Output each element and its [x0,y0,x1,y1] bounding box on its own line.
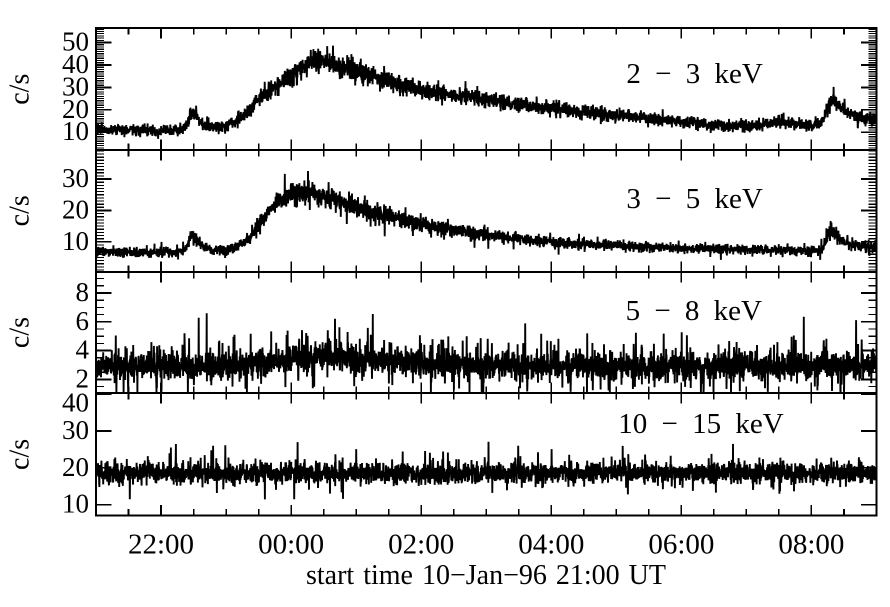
svg-text:3 − 5 keV: 3 − 5 keV [626,183,762,215]
svg-text:00:00: 00:00 [258,528,324,560]
svg-text:10: 10 [62,489,89,519]
svg-text:4: 4 [76,335,90,365]
svg-text:start time 10−Jan−96 21:00 UT: start time 10−Jan−96 21:00 UT [306,560,666,591]
svg-text:20: 20 [62,195,89,225]
svg-text:2 − 3 keV: 2 − 3 keV [626,58,762,90]
svg-text:22:00: 22:00 [128,528,194,560]
svg-text:6: 6 [76,306,90,336]
svg-text:30: 30 [62,71,89,101]
svg-text:c/s: c/s [5,439,36,470]
svg-text:5 − 8 keV: 5 − 8 keV [626,295,762,327]
svg-text:06:00: 06:00 [648,528,714,560]
svg-text:2: 2 [76,363,90,393]
svg-text:c/s: c/s [5,317,36,348]
svg-text:40: 40 [62,388,89,418]
svg-text:c/s: c/s [5,74,36,105]
svg-text:20: 20 [62,452,89,482]
svg-text:8: 8 [76,277,90,307]
svg-text:10 − 15 keV: 10 − 15 keV [618,408,783,440]
svg-text:c/s: c/s [5,195,36,226]
svg-text:04:00: 04:00 [518,528,584,560]
svg-text:50: 50 [62,27,89,57]
svg-text:40: 40 [62,49,89,79]
svg-text:02:00: 02:00 [388,528,454,560]
svg-text:08:00: 08:00 [778,528,844,560]
svg-text:20: 20 [62,94,89,124]
svg-text:30: 30 [62,415,89,445]
svg-text:10: 10 [62,116,89,146]
svg-text:30: 30 [62,163,89,193]
svg-text:10: 10 [62,226,89,256]
